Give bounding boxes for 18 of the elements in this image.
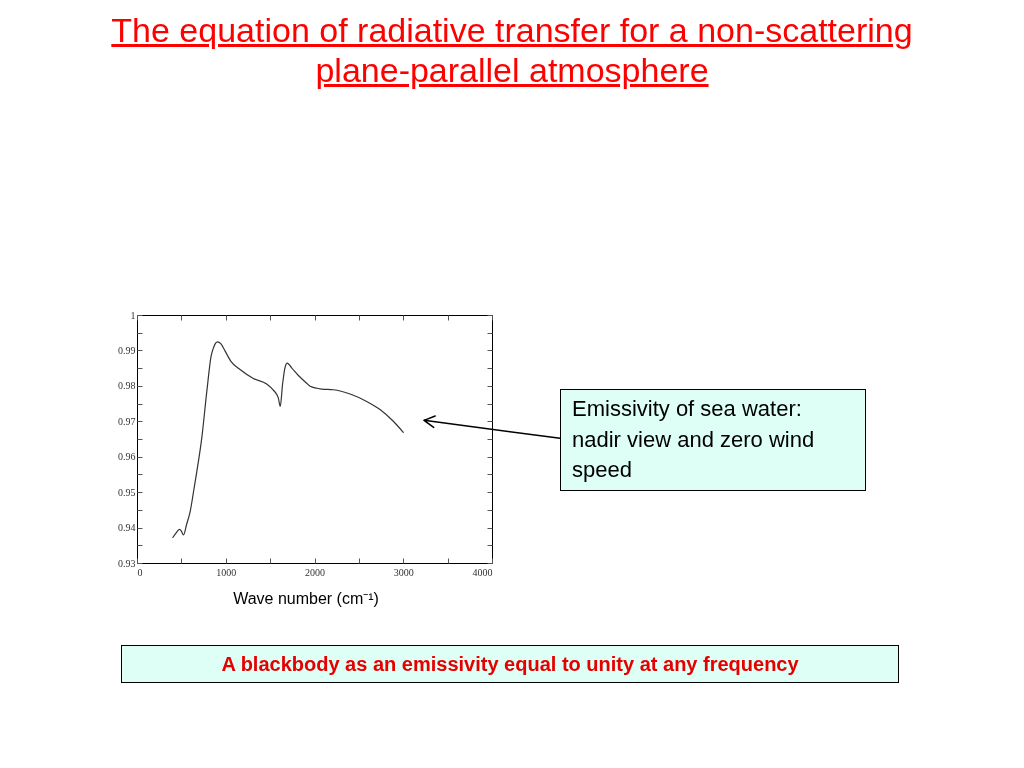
y-tick-label: 0.94 bbox=[118, 522, 136, 534]
text: A blackbody as an emissivity equal to unity at any frequency bbox=[121, 645, 899, 683]
y-tick-label: 0.97 bbox=[118, 415, 136, 427]
text: Emissivity of sea water: nadir view and zero wind speed bbox=[560, 389, 866, 491]
y-tick-label: 0.96 bbox=[118, 451, 136, 463]
y-tick-label: 0.95 bbox=[118, 486, 136, 498]
x-tick-label: 0 bbox=[137, 566, 143, 578]
chart-title: The equation of radiative transfer for a non-scattering plane-parallel atmosphere bbox=[110, 10, 914, 90]
x-tick-label: 1000 bbox=[216, 566, 237, 578]
x-tick-label: 2000 bbox=[305, 566, 325, 578]
x-tick-label: 4000 bbox=[472, 566, 493, 578]
x-axis-title: Wave number (cm⁻¹) bbox=[233, 589, 379, 607]
y-tick-label: 0.98 bbox=[118, 380, 136, 392]
y-tick-label: 0.99 bbox=[118, 344, 136, 356]
y-tick-label: 0.93 bbox=[118, 557, 136, 569]
line-series bbox=[172, 341, 404, 539]
x-tick-label: 3000 bbox=[393, 566, 414, 578]
y-tick-label: 1 bbox=[130, 309, 136, 321]
